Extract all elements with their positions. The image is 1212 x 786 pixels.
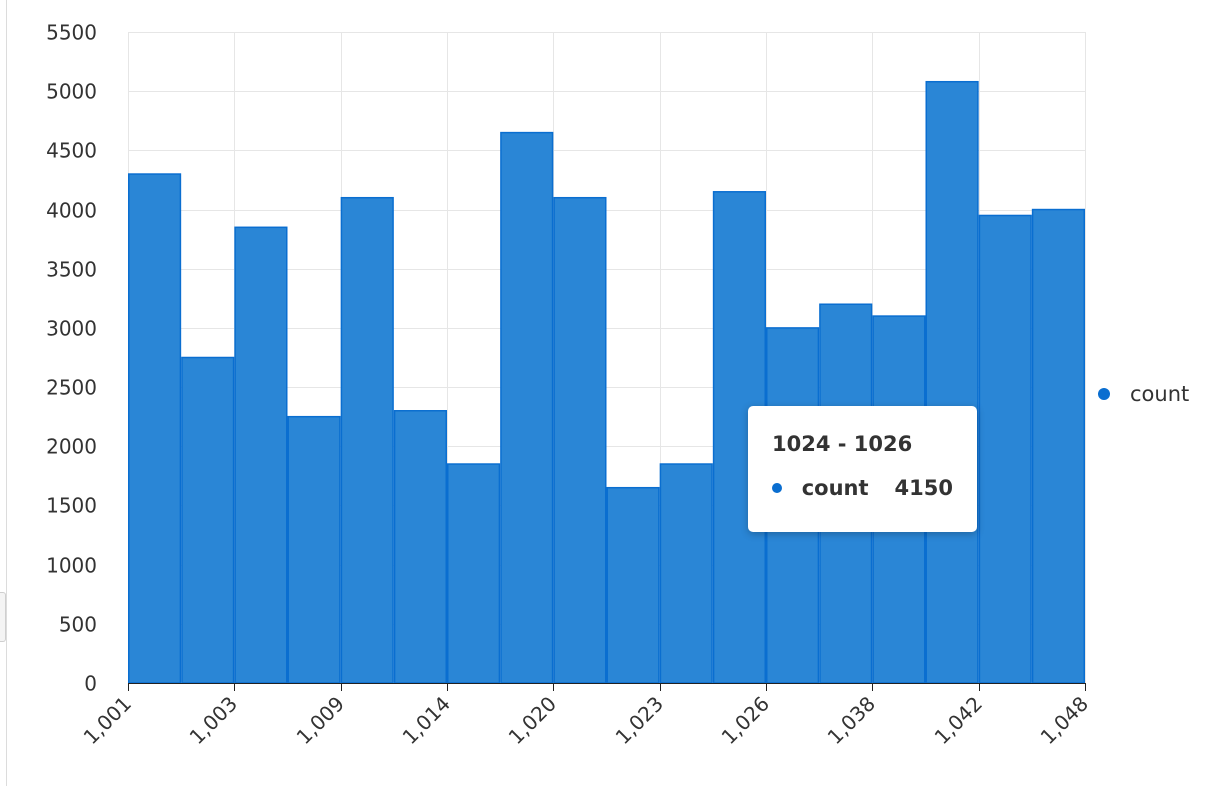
panel-left-border [6,0,7,786]
y-tick-label: 3500 [46,258,97,282]
histogram-bar[interactable] [500,131,554,684]
y-tick-label: 0 [84,672,97,696]
histogram-bar[interactable] [1031,208,1086,684]
y-tick-label: 1500 [46,494,97,518]
y-tick-label: 5500 [46,21,97,45]
axes [128,683,1086,691]
y-axis-labels: 0 500 1000 1500 2000 2500 3000 3500 4000 4500 5000… [46,21,97,696]
y-tick-label: 5000 [46,80,97,104]
legend[interactable]: count [1098,382,1189,406]
tooltip-dot-icon [772,483,782,493]
tooltip-row: count 4150 [772,474,953,502]
x-tick-label: 1,014 [398,692,455,749]
histogram-bar[interactable] [606,486,660,684]
x-tick-label: 1,042 [930,692,987,749]
histogram-bar[interactable] [447,463,501,684]
histogram-bar[interactable] [128,173,182,684]
histogram-bar[interactable] [393,410,448,684]
scroll-handle[interactable] [0,592,6,642]
tooltip-series-name: count [801,476,869,500]
y-tick-label: 500 [59,613,97,637]
x-tick-label: 1,048 [1036,692,1093,749]
tooltip: 1024 - 1026 count 4150 [748,406,977,532]
histogram-bar[interactable] [659,463,713,684]
histogram-bar[interactable] [181,356,235,684]
tooltip-value: 4150 [894,476,953,500]
x-tick-label: 1,001 [79,692,136,749]
y-tick-label: 2500 [46,376,97,400]
x-tick-label: 1,020 [504,692,561,749]
y-tick-label: 4000 [46,199,97,223]
y-tick-label: 3000 [46,317,97,341]
tooltip-title: 1024 - 1026 [772,432,913,456]
y-tick-label: 1000 [46,554,97,578]
x-tick-label: 1,023 [611,692,668,749]
y-tick-label: 4500 [46,139,97,163]
histogram-bar[interactable] [978,214,1032,684]
legend-dot-icon [1098,388,1110,400]
histogram-bar[interactable] [925,80,979,684]
histogram-bar[interactable] [234,226,288,684]
x-tick-label: 1,003 [185,692,242,749]
y-tick-label: 2000 [46,435,97,459]
histogram-bar[interactable] [553,196,607,684]
histogram-bar[interactable] [340,196,394,684]
legend-item-count[interactable]: count [1130,382,1189,406]
histogram-bar[interactable] [287,415,341,684]
x-tick-label: 1,038 [823,692,880,749]
bars [128,80,1086,684]
x-tick-label: 1,009 [292,692,349,749]
x-axis-labels: 1,001 1,003 1,009 1,014 1,020 1,023 1,026 1,038… [79,692,1093,749]
x-tick-label: 1,026 [717,692,774,749]
